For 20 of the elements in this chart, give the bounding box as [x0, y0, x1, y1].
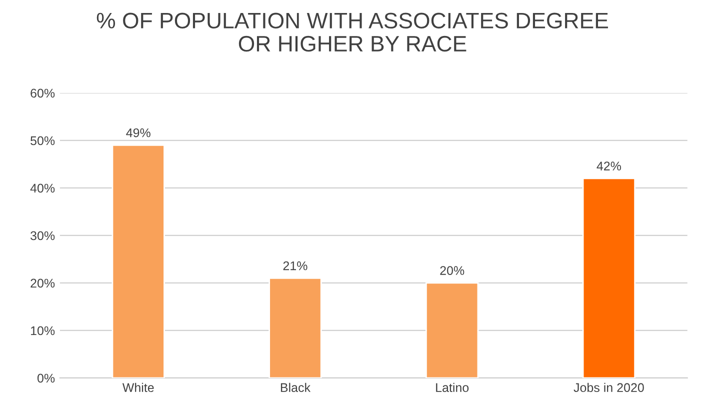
y-tick-label: 30% [30, 231, 55, 240]
x-tick-label: Black [280, 382, 311, 392]
y-tick-label: 20% [30, 278, 55, 288]
bar [582, 178, 636, 378]
x-tick-label: Latino [436, 382, 469, 392]
x-tick-label: Jobs in 2020 [574, 382, 644, 392]
y-tick-label: 10% [31, 326, 55, 336]
data-label: 49% [126, 128, 150, 138]
y-tick-label: 50% [30, 136, 55, 146]
data-label: 21% [283, 261, 308, 270]
bar [268, 278, 322, 378]
data-label: 20% [440, 266, 464, 275]
data-label: 42% [596, 162, 622, 170]
x-tick-label: White [122, 382, 154, 392]
bar [112, 144, 165, 378]
y-tick-label: 0% [37, 374, 55, 383]
chart-title: % OF POPULATION WITH ASSOCIATES DEGREE OR HIGHER BY RACE [96, 12, 608, 52]
bar [426, 282, 479, 378]
y-tick-label: 40% [30, 184, 55, 193]
y-tick-label: 60% [30, 88, 55, 98]
